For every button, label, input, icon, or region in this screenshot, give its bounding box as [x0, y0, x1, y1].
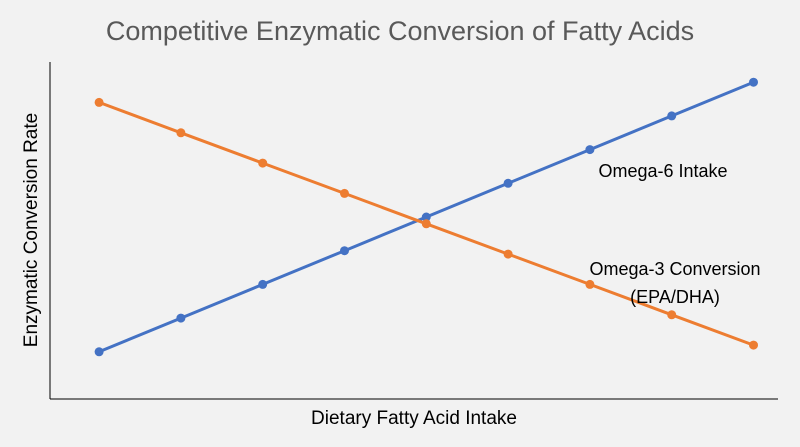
series-0-point-3 [340, 246, 349, 256]
series-0-point-5 [503, 178, 513, 188]
series-1-point-3 [340, 188, 349, 198]
series-layer [94, 77, 758, 357]
series-0-point-6 [585, 145, 595, 155]
x-axis-label: Dietary Fatty Acid Intake [311, 408, 517, 429]
series-0-point-4 [421, 212, 431, 222]
series-label-omega-3-line-1: Omega-3 Conversion [589, 259, 760, 279]
series-label-omega-6: Omega-6 Intake [598, 161, 727, 181]
series-1-point-8 [749, 340, 758, 350]
series-0-point-2 [258, 279, 268, 289]
series-1-point-0 [94, 97, 104, 107]
series-0-point-0 [94, 347, 104, 357]
y-axis-label: Enzymatic Conversion Rate [21, 113, 42, 347]
series-1-point-5 [503, 249, 513, 259]
series-0-point-7 [667, 111, 677, 121]
series-1-point-1 [176, 128, 186, 138]
series-1-point-6 [585, 279, 595, 289]
series-0-point-1 [176, 313, 186, 323]
series-1-point-4 [421, 219, 431, 229]
series-label-omega-3-line-2: (EPA/DHA) [630, 287, 720, 307]
series-1-point-7 [667, 310, 677, 320]
series-0-point-8 [749, 77, 758, 87]
series-1-point-2 [258, 158, 268, 168]
chart-title: Competitive Enzymatic Conversion of Fatt… [106, 16, 694, 46]
